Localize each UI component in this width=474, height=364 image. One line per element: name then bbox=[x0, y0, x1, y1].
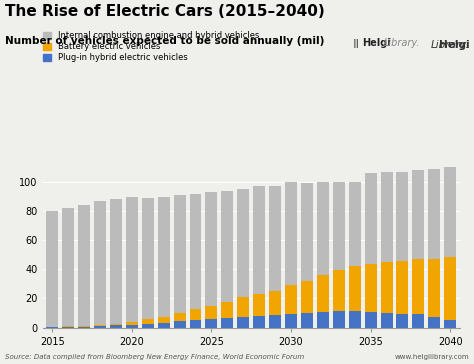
Bar bbox=[381, 262, 392, 313]
Text: Helgi: Helgi bbox=[438, 40, 469, 50]
Bar bbox=[365, 312, 377, 328]
Bar bbox=[158, 317, 170, 323]
Bar bbox=[142, 198, 154, 319]
Bar bbox=[253, 316, 265, 328]
Bar bbox=[333, 270, 345, 311]
Bar bbox=[78, 205, 90, 326]
Bar bbox=[173, 313, 185, 321]
Bar bbox=[428, 169, 440, 259]
Bar bbox=[158, 323, 170, 328]
Bar bbox=[396, 172, 409, 261]
Bar bbox=[349, 311, 361, 328]
Bar bbox=[94, 325, 106, 326]
Bar bbox=[126, 322, 138, 325]
Bar bbox=[126, 197, 138, 322]
Text: Library.: Library. bbox=[430, 40, 469, 50]
Bar bbox=[221, 302, 233, 318]
Bar bbox=[349, 182, 361, 266]
Bar bbox=[317, 182, 329, 276]
Bar bbox=[142, 319, 154, 324]
Bar bbox=[301, 281, 313, 313]
Bar bbox=[62, 208, 74, 327]
Bar bbox=[190, 309, 201, 320]
Bar bbox=[269, 186, 281, 291]
Text: Source: Data compiled from Bloomberg New Energy Finance, World Economic Forum: Source: Data compiled from Bloomberg New… bbox=[5, 354, 304, 360]
Bar bbox=[428, 259, 440, 317]
Bar bbox=[396, 261, 409, 314]
Bar bbox=[365, 173, 377, 264]
Bar bbox=[237, 297, 249, 317]
Bar bbox=[253, 186, 265, 294]
Bar bbox=[412, 170, 424, 259]
Bar bbox=[173, 321, 185, 328]
Bar bbox=[285, 314, 297, 328]
Bar bbox=[78, 326, 90, 327]
Bar bbox=[221, 191, 233, 302]
Bar bbox=[333, 182, 345, 270]
Text: www.helgilibrary.com: www.helgilibrary.com bbox=[395, 355, 469, 360]
Bar bbox=[381, 172, 392, 262]
Bar bbox=[301, 183, 313, 281]
Bar bbox=[412, 259, 424, 314]
Bar bbox=[285, 285, 297, 314]
Text: Ⅱ: Ⅱ bbox=[353, 38, 359, 51]
Bar bbox=[142, 324, 154, 328]
Bar bbox=[396, 314, 409, 328]
Bar bbox=[62, 327, 74, 328]
Bar bbox=[205, 319, 218, 328]
Bar bbox=[444, 320, 456, 328]
Bar bbox=[78, 327, 90, 328]
Bar bbox=[158, 197, 170, 317]
Bar bbox=[94, 201, 106, 325]
Bar bbox=[269, 315, 281, 328]
Bar bbox=[205, 192, 218, 306]
Bar bbox=[317, 312, 329, 328]
Bar bbox=[126, 325, 138, 328]
Bar bbox=[110, 324, 122, 325]
Bar bbox=[365, 264, 377, 312]
Bar bbox=[94, 326, 106, 328]
Bar bbox=[412, 314, 424, 328]
Bar bbox=[269, 291, 281, 315]
Bar bbox=[190, 194, 201, 309]
Bar bbox=[285, 182, 297, 285]
Text: The Rise of Electric Cars (2015–2040): The Rise of Electric Cars (2015–2040) bbox=[5, 4, 325, 19]
Bar bbox=[237, 189, 249, 297]
Bar bbox=[173, 195, 185, 313]
Bar bbox=[110, 325, 122, 328]
Bar bbox=[301, 313, 313, 328]
Bar bbox=[317, 276, 329, 312]
Bar bbox=[381, 313, 392, 328]
Bar bbox=[190, 320, 201, 328]
Bar bbox=[221, 318, 233, 328]
Bar bbox=[333, 311, 345, 328]
Bar bbox=[237, 317, 249, 328]
Bar bbox=[46, 327, 58, 328]
Bar bbox=[253, 294, 265, 316]
Bar bbox=[110, 199, 122, 324]
Bar bbox=[428, 317, 440, 328]
Text: Library.: Library. bbox=[384, 38, 420, 48]
Bar bbox=[46, 211, 58, 327]
Bar bbox=[349, 266, 361, 311]
Bar bbox=[444, 257, 456, 320]
Legend: Internal combustion engine and hybrid vehicles, Battery electric vehicles, Plug-: Internal combustion engine and hybrid ve… bbox=[43, 31, 259, 62]
Bar bbox=[444, 167, 456, 257]
Bar bbox=[205, 306, 218, 319]
Text: Helgi: Helgi bbox=[363, 38, 392, 48]
Text: Number of vehicles expected to be sold annually (mil): Number of vehicles expected to be sold a… bbox=[5, 36, 324, 46]
